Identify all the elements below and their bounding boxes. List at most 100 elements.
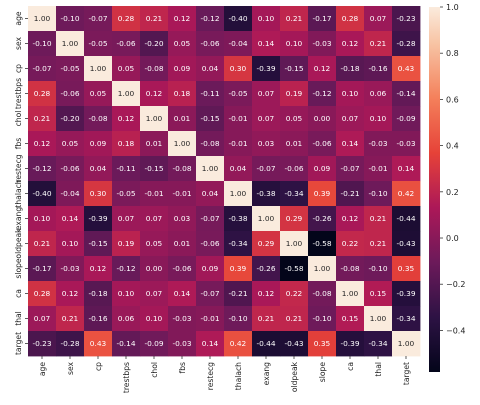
cell-value-cp-oldpeak: -0.15 [284, 64, 303, 73]
cell-value-fbs-thalach: -0.01 [228, 139, 247, 148]
cell-value-thalach-target: 0.42 [398, 189, 414, 198]
cell-slope-trestbps [112, 256, 141, 282]
cell-value-restecg-thal: -0.01 [368, 164, 387, 173]
cell-age-cp [84, 6, 113, 32]
cell-value-trestbps-fbs: 0.18 [174, 89, 191, 98]
cell-value-chol-thal: 0.10 [370, 114, 387, 123]
cell-value-trestbps-chol: 0.12 [146, 89, 162, 98]
cell-thalach-restecg [196, 181, 225, 207]
cell-target-thalach [224, 331, 253, 357]
x-label-fbs: fbs [178, 362, 187, 373]
colorbar-tick-label: 0.2 [446, 188, 459, 197]
cell-target-fbs [168, 331, 197, 357]
cell-thal-thal [364, 306, 393, 332]
cell-value-oldpeak-ca: 0.22 [342, 239, 358, 248]
cell-value-ca-trestbps: 0.10 [118, 289, 135, 298]
cell-ca-age [28, 281, 57, 307]
cell-value-restecg-restecg: 1.00 [202, 164, 219, 173]
cell-value-slope-restecg: 0.09 [202, 264, 219, 273]
cell-value-target-ca: -0.39 [340, 339, 359, 348]
cell-value-age-exang: 0.10 [258, 14, 275, 23]
cell-age-thal [364, 6, 393, 32]
cell-thal-oldpeak [280, 306, 309, 332]
cell-cp-slope [308, 56, 337, 82]
cell-fbs-chol [140, 131, 169, 157]
cell-restecg-sex [56, 156, 85, 182]
cell-cp-thalach [224, 56, 253, 82]
cell-oldpeak-cp [84, 231, 113, 257]
cell-value-exang-slope: -0.26 [312, 214, 331, 223]
cell-restecg-age [28, 156, 57, 182]
cell-thal-chol [140, 306, 169, 332]
cell-cp-fbs [168, 56, 197, 82]
cell-thalach-thal [364, 181, 393, 207]
cell-trestbps-thalach [224, 81, 253, 107]
cell-value-sex-exang: 0.14 [258, 39, 275, 48]
cell-cp-cp [84, 56, 113, 82]
cell-value-restecg-trestbps: -0.11 [116, 164, 135, 173]
cell-value-age-ca: 0.28 [342, 14, 359, 23]
cell-value-thal-restecg: -0.01 [200, 314, 219, 323]
cell-value-ca-slope: -0.08 [312, 289, 331, 298]
cell-thalach-slope [308, 181, 337, 207]
cell-value-thal-ca: 0.15 [342, 314, 359, 323]
cell-value-restecg-age: -0.12 [32, 164, 51, 173]
cell-cp-exang [252, 56, 281, 82]
colorbar-tick-label: 0.8 [446, 49, 459, 58]
cell-value-restecg-oldpeak: -0.06 [284, 164, 303, 173]
cell-value-sex-ca: 0.12 [342, 39, 358, 48]
cell-value-oldpeak-trestbps: 0.19 [118, 239, 135, 248]
cell-age-sex [56, 6, 85, 32]
cell-value-cp-chol: -0.08 [144, 64, 163, 73]
cell-value-restecg-exang: -0.07 [256, 164, 275, 173]
cell-value-target-restecg: 0.14 [202, 339, 219, 348]
cell-fbs-oldpeak [280, 131, 309, 157]
cell-value-oldpeak-slope: -0.58 [312, 239, 331, 248]
cell-target-cp [84, 331, 113, 357]
y-axis-labels: age sex cp trestbps chol fbs restecgthalachexa… [14, 11, 28, 355]
cell-ca-trestbps [112, 281, 141, 307]
cell-value-target-sex: -0.28 [60, 339, 79, 348]
cell-chol-thal [364, 106, 393, 132]
cell-value-trestbps-thalach: -0.05 [228, 89, 247, 98]
cell-thalach-target [392, 181, 421, 207]
cell-value-restecg-sex: -0.06 [60, 164, 79, 173]
cell-value-fbs-slope: -0.06 [312, 139, 331, 148]
cell-oldpeak-exang [252, 231, 281, 257]
cell-target-sex [56, 331, 85, 357]
cell-value-thal-chol: 0.10 [146, 314, 163, 323]
cell-oldpeak-ca [336, 231, 365, 257]
cell-value-oldpeak-cp: -0.15 [88, 239, 107, 248]
cell-value-slope-ca: -0.08 [340, 264, 359, 273]
cell-ca-chol [140, 281, 169, 307]
colorbar: 1.0 0.8 0.6 0.4 0.2 0.0 −0.2 −0.4 [429, 3, 465, 372]
cell-thal-target [392, 306, 421, 332]
cell-value-oldpeak-restecg: -0.06 [200, 239, 219, 248]
cell-trestbps-thal [364, 81, 393, 107]
cell-age-ca [336, 6, 365, 32]
cell-ca-restecg [196, 281, 225, 307]
cell-value-fbs-thal: -0.03 [368, 139, 387, 148]
cell-value-thal-trestbps: 0.06 [118, 314, 135, 323]
cell-value-age-trestbps: 0.28 [118, 14, 135, 23]
y-label-restecg: restecg [14, 154, 23, 182]
cell-restecg-exang [252, 156, 281, 182]
cell-cp-oldpeak [280, 56, 309, 82]
cell-value-thal-exang: 0.21 [258, 314, 275, 323]
cell-value-fbs-ca: 0.14 [342, 139, 359, 148]
cell-value-trestbps-slope: -0.12 [312, 89, 331, 98]
cell-value-age-thalach: -0.40 [228, 14, 247, 23]
cell-thalach-ca [336, 181, 365, 207]
cell-exang-oldpeak [280, 206, 309, 232]
cell-value-slope-oldpeak: -0.58 [284, 264, 303, 273]
cell-value-restecg-fbs: -0.08 [172, 164, 191, 173]
cell-oldpeak-chol [140, 231, 169, 257]
cell-value-exang-ca: 0.12 [342, 214, 358, 223]
cell-age-trestbps [112, 6, 141, 32]
cell-trestbps-oldpeak [280, 81, 309, 107]
x-label-sex: sex [66, 362, 75, 375]
cell-value-chol-restecg: -0.15 [200, 114, 219, 123]
cell-age-slope [308, 6, 337, 32]
cell-sex-age [28, 31, 57, 57]
